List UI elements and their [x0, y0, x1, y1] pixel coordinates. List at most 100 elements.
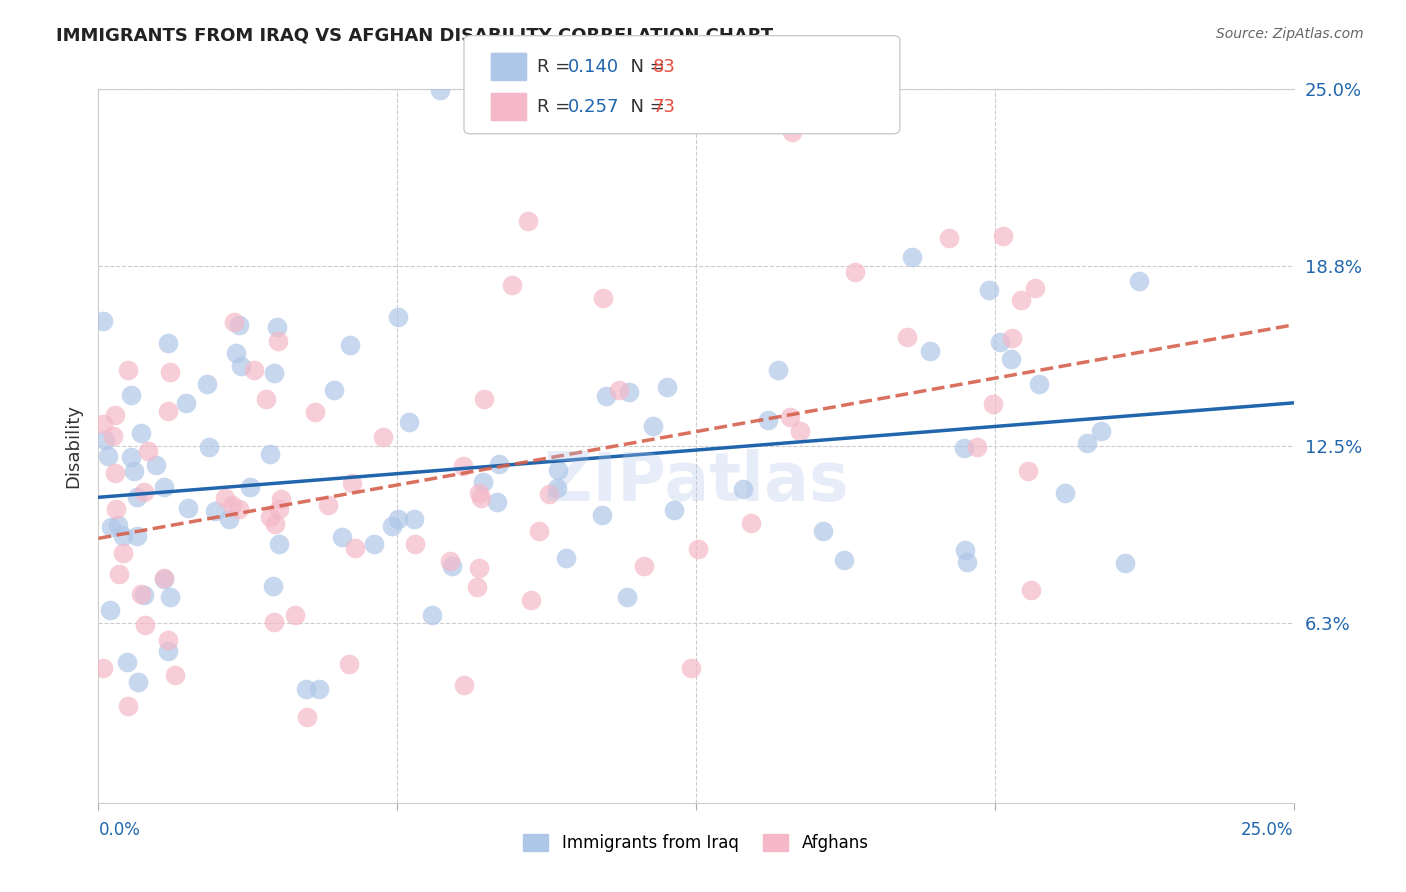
Point [901, 250, 924, 264]
Text: 0.140: 0.140 [568, 58, 619, 76]
Text: 0.257: 0.257 [568, 98, 620, 116]
Point [322, 383, 344, 397]
Text: ZIPatlas: ZIPatlas [544, 449, 848, 515]
Point [617, 384, 640, 399]
Point [371, 430, 394, 444]
Point [340, 475, 363, 490]
Point [134, 618, 156, 632]
Point [243, 362, 266, 376]
Point [229, 359, 252, 374]
Text: 73: 73 [652, 98, 675, 116]
Point [259, 447, 281, 461]
Text: Source: ZipAtlas.com: Source: ZipAtlas.com [1216, 27, 1364, 41]
Point [104, 408, 127, 422]
Point [157, 404, 180, 418]
Point [263, 615, 285, 629]
Point [105, 502, 128, 516]
Point [1076, 435, 1098, 450]
Point [1053, 486, 1076, 500]
Point [153, 571, 176, 585]
Point [1028, 377, 1050, 392]
Point [740, 516, 762, 530]
Point [156, 644, 179, 658]
Point [468, 561, 491, 575]
Point [591, 508, 613, 523]
Point [138, 444, 160, 458]
Point [98, 603, 121, 617]
Text: 83: 83 [652, 58, 675, 76]
Point [129, 587, 152, 601]
Point [156, 336, 179, 351]
Point [101, 429, 124, 443]
Point [132, 588, 155, 602]
Point [153, 480, 176, 494]
Point [381, 519, 404, 533]
Point [363, 537, 385, 551]
Point [262, 579, 284, 593]
Point [91, 314, 114, 328]
Point [1024, 281, 1046, 295]
Point [198, 441, 221, 455]
Point [813, 524, 835, 539]
Point [117, 363, 139, 377]
Point [404, 511, 426, 525]
Point [1019, 582, 1042, 597]
Point [633, 558, 655, 573]
Point [91, 661, 114, 675]
Point [554, 550, 576, 565]
Point [254, 392, 277, 406]
Point [117, 698, 139, 713]
Point [470, 491, 492, 505]
Point [112, 546, 135, 560]
Point [1128, 274, 1150, 288]
Point [983, 397, 1005, 411]
Text: 25.0%: 25.0% [1241, 821, 1294, 838]
Point [756, 413, 779, 427]
Point [308, 681, 330, 696]
Point [789, 424, 811, 438]
Point [263, 366, 285, 380]
Point [595, 389, 617, 403]
Point [266, 319, 288, 334]
Point [616, 591, 638, 605]
Point [269, 537, 291, 551]
Point [132, 485, 155, 500]
Point [284, 608, 307, 623]
Point [153, 572, 176, 586]
Point [488, 457, 510, 471]
Point [686, 541, 709, 556]
Point [662, 503, 685, 517]
Point [527, 524, 550, 539]
Point [159, 365, 181, 379]
Point [1090, 424, 1112, 438]
Point [472, 475, 495, 489]
Point [896, 329, 918, 343]
Point [440, 559, 463, 574]
Point [420, 608, 443, 623]
Point [316, 498, 339, 512]
Text: R =: R = [537, 98, 576, 116]
Point [607, 384, 630, 398]
Point [228, 501, 250, 516]
Point [259, 510, 281, 524]
Point [295, 681, 318, 696]
Point [228, 318, 250, 332]
Point [844, 265, 866, 279]
Point [94, 434, 117, 448]
Point [501, 278, 523, 293]
Point [145, 458, 167, 472]
Point [832, 552, 855, 566]
Point [267, 501, 290, 516]
Point [115, 655, 138, 669]
Point [956, 555, 979, 569]
Text: N =: N = [619, 98, 671, 116]
Point [387, 512, 409, 526]
Point [1011, 293, 1033, 307]
Point [537, 487, 560, 501]
Point [953, 441, 976, 455]
Point [120, 388, 142, 402]
Point [592, 291, 614, 305]
Point [520, 592, 543, 607]
Point [780, 125, 803, 139]
Point [96, 449, 118, 463]
